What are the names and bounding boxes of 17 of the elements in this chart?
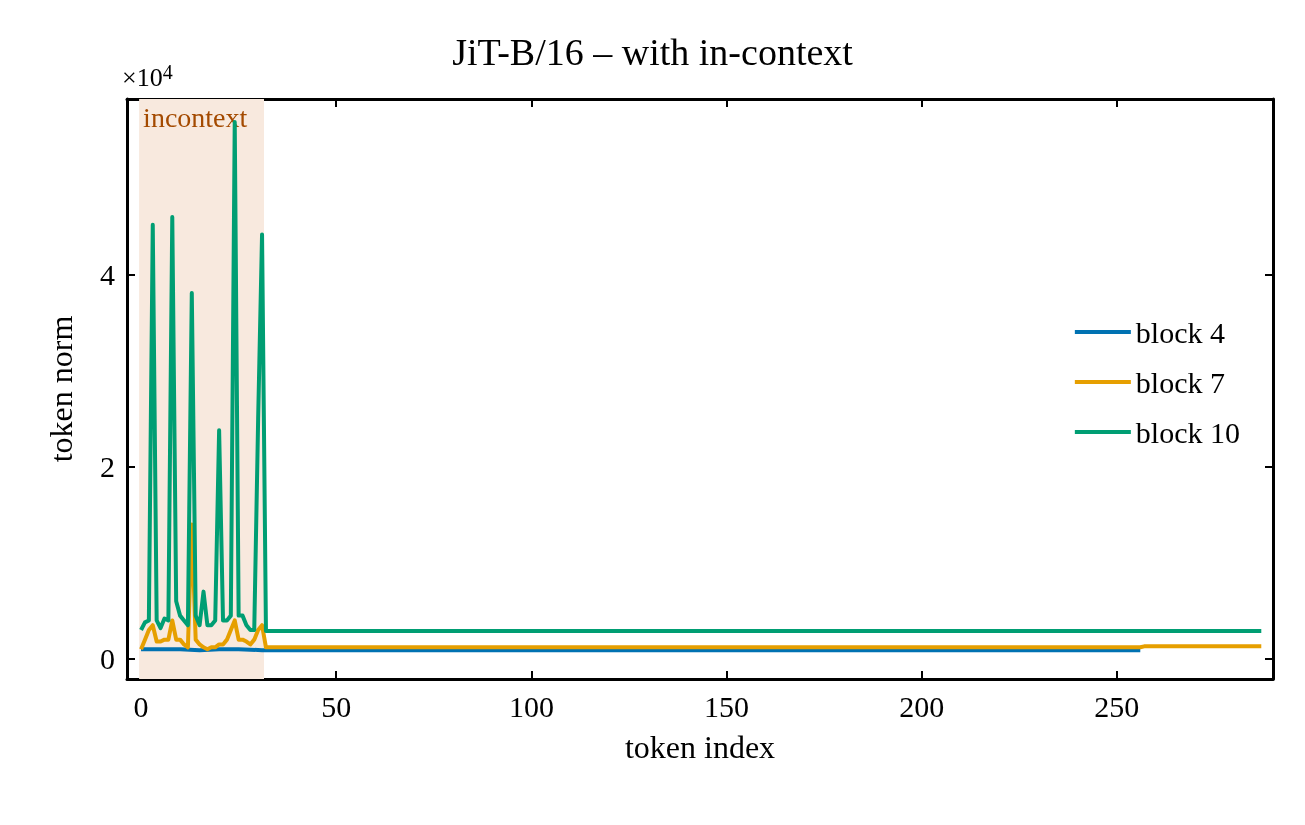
y-tick-label: 0 <box>100 642 115 676</box>
x-tick-label: 200 <box>899 689 945 723</box>
y-tick-label: 4 <box>100 258 115 292</box>
legend-label: block 7 <box>1135 365 1226 399</box>
x-tick-label: 250 <box>1094 689 1140 723</box>
x-axis-title: token index <box>624 729 776 765</box>
legend-label: block 10 <box>1135 415 1241 449</box>
band-label: incontext <box>143 101 248 133</box>
x-tick-label: 50 <box>321 689 352 723</box>
y-tick-label: 2 <box>100 450 115 484</box>
x-tick-label: 100 <box>508 689 554 723</box>
y-axis-title: token norm <box>43 315 79 463</box>
line-series <box>139 522 1264 652</box>
legend-label: block 4 <box>1135 315 1226 349</box>
x-tick-label: 0 <box>133 689 149 723</box>
x-tick-label: 150 <box>704 689 750 723</box>
chart-title: JiT-B/16 – with in-context <box>452 31 854 73</box>
